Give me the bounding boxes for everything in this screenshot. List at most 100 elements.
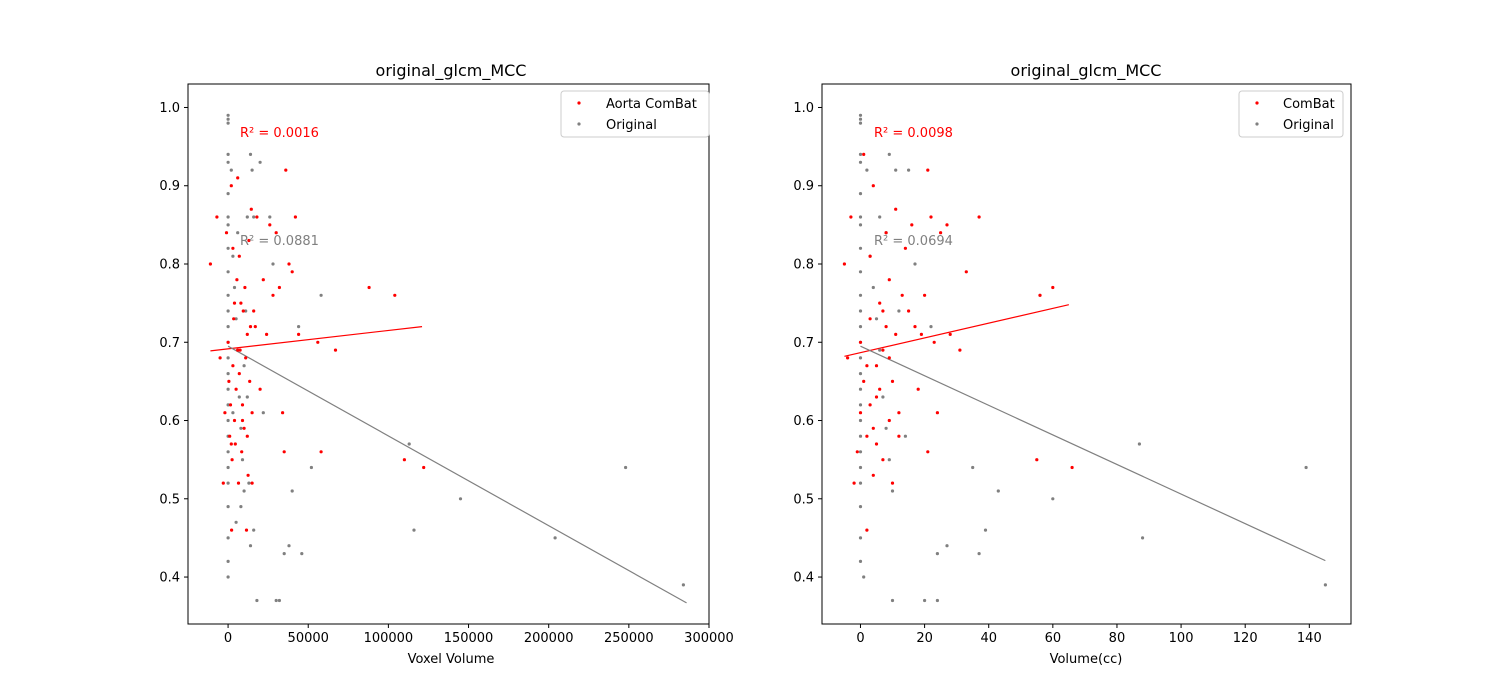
scatter-point <box>226 356 230 360</box>
scatter-point <box>245 215 249 219</box>
scatter-point <box>282 450 286 454</box>
scatter-point <box>903 434 908 438</box>
scatter-point <box>228 434 232 438</box>
scatter-point <box>237 254 241 258</box>
scatter-point <box>224 231 229 235</box>
scatter-point <box>624 465 628 470</box>
scatter-point <box>393 293 397 297</box>
scatter-point <box>333 348 338 352</box>
scatter-point <box>868 403 872 407</box>
scatter-point <box>236 176 240 180</box>
scatter-point <box>858 309 863 313</box>
scatter-point <box>945 544 949 548</box>
scatter-point <box>228 403 233 407</box>
scatter-point <box>971 465 975 470</box>
scatter-point <box>232 418 237 423</box>
scatter-point <box>894 332 898 336</box>
x-tick-label: 60 <box>1045 631 1062 646</box>
legend-marker-combat <box>577 101 581 105</box>
scatter-point <box>226 121 230 125</box>
x-tick-label: 140 <box>1297 631 1322 646</box>
scatter-point <box>932 340 936 344</box>
x-tick-label: 300000 <box>684 631 734 646</box>
scatter-point <box>948 332 952 336</box>
scatter-point <box>271 293 275 297</box>
scatter-point <box>226 270 230 274</box>
scatter-point <box>894 207 898 211</box>
chart-title: original_glcm_MCC <box>376 61 527 81</box>
r2-annotation-original: R² = 0.0694 <box>874 234 953 249</box>
scatter-point <box>1304 465 1308 470</box>
scatter-point <box>226 387 230 391</box>
scatter-point <box>868 254 872 258</box>
scatter-point <box>884 426 888 430</box>
scatter-point <box>907 168 911 172</box>
scatter-point <box>226 465 230 470</box>
scatter-point <box>293 215 297 219</box>
scatter-point <box>231 254 235 258</box>
scatter-point <box>858 223 863 227</box>
y-tick-label: 0.9 <box>793 179 814 194</box>
x-axis-label: Voxel Volume <box>408 652 495 667</box>
scatter-point <box>234 387 238 391</box>
scatter-point <box>862 379 866 383</box>
scatter-point <box>248 152 253 156</box>
scatter-point <box>258 387 262 391</box>
scatter-point <box>900 293 904 297</box>
scatter-point <box>226 246 230 250</box>
scatter-point <box>874 364 879 368</box>
scatter-point <box>1035 458 1039 462</box>
scatter-point <box>1051 497 1055 501</box>
scatter-point <box>1141 536 1145 540</box>
scatter-point <box>319 450 323 454</box>
y-tick-label: 0.5 <box>159 492 180 507</box>
scatter-point <box>319 293 323 297</box>
scatter-point <box>226 152 230 156</box>
scatter-point <box>226 481 230 485</box>
scatter-point <box>297 325 301 329</box>
r2-annotation-original: R² = 0.0881 <box>240 234 319 249</box>
scatter-point <box>852 481 856 485</box>
scatter-point <box>858 121 863 125</box>
scatter-point <box>248 544 253 548</box>
x-tick-label: 250000 <box>604 631 654 646</box>
scatter-point <box>226 113 230 117</box>
scatter-point <box>897 434 901 438</box>
scatter-point <box>252 215 256 219</box>
scatter-point <box>842 262 847 266</box>
scatter-point <box>277 598 281 603</box>
scatter-point <box>247 238 251 243</box>
scatter-point <box>255 215 259 219</box>
legend-box <box>560 90 710 138</box>
scatter-point <box>226 536 230 540</box>
scatter-point <box>282 552 286 556</box>
scatter-point <box>871 285 875 290</box>
scatter-point <box>858 403 863 407</box>
scatter-point <box>1051 285 1055 290</box>
legend-label-original: Original <box>1283 118 1334 133</box>
scatter-point <box>221 481 225 485</box>
scatter-point <box>865 168 869 172</box>
scatter-point <box>226 293 230 297</box>
scatter-point <box>858 536 863 540</box>
scatter-point <box>887 356 891 360</box>
y-tick-label: 1.0 <box>159 101 180 116</box>
scatter-point <box>1070 465 1074 470</box>
x-tick-label: 100000 <box>364 631 414 646</box>
x-tick-label: 50000 <box>288 631 329 646</box>
scatter-point <box>939 231 943 235</box>
scatter-point <box>887 418 891 423</box>
scatter-point <box>858 559 863 564</box>
scatter-point <box>242 364 246 368</box>
scatter-point <box>903 246 908 250</box>
scatter-point <box>977 215 981 219</box>
scatter-point <box>233 442 237 446</box>
scatter-point <box>865 528 869 532</box>
scatter-point <box>229 442 233 446</box>
scatter-point <box>281 411 285 415</box>
scatter-point <box>916 387 920 391</box>
scatter-points <box>842 113 1327 603</box>
scatter-point <box>874 395 879 399</box>
scatter-point <box>929 215 933 219</box>
scatter-point <box>890 598 895 603</box>
